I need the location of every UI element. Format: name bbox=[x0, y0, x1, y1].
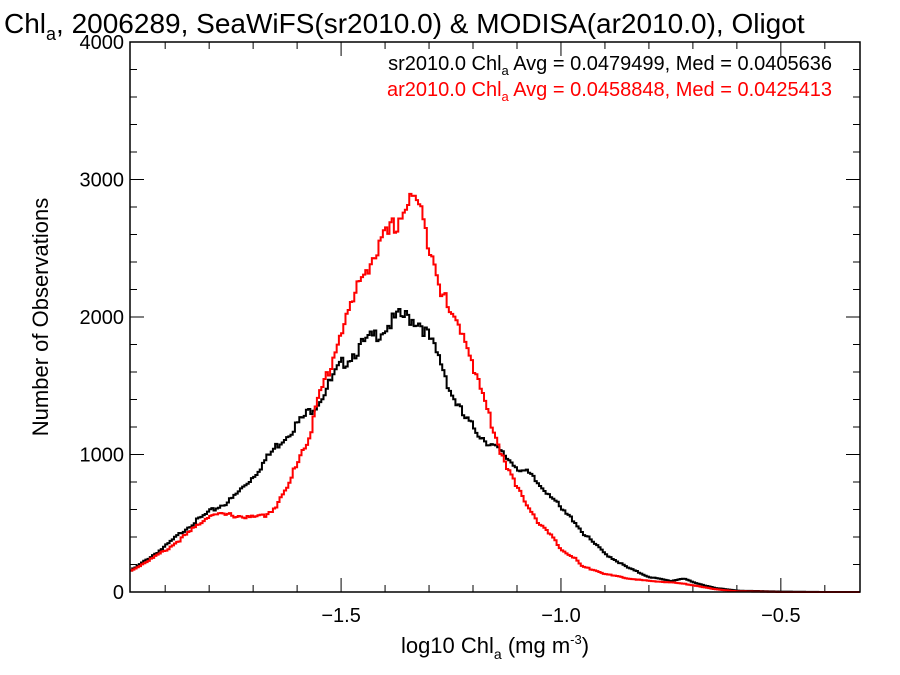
x-tick-label: −0.5 bbox=[761, 605, 800, 627]
y-tick-label: 2000 bbox=[80, 307, 125, 329]
y-tick-label: 3000 bbox=[80, 170, 125, 192]
y-tick-labels: 0 1000 2000 3000 4000 bbox=[80, 32, 125, 604]
series-layer bbox=[130, 192, 860, 593]
x-tick-label: −1.0 bbox=[541, 605, 580, 627]
x-axis-label: log10 Chla (mg m-3) bbox=[401, 632, 589, 662]
axis-ticks bbox=[130, 41, 860, 593]
x-tick-label: −1.5 bbox=[321, 605, 360, 627]
chart-title: Chla, 2006289, SeaWiFS(sr2010.0) & MODIS… bbox=[4, 8, 805, 44]
series-ar2010.0 bbox=[130, 192, 860, 593]
y-tick-label: 1000 bbox=[80, 445, 125, 467]
y-tick-label: 0 bbox=[113, 582, 124, 604]
y-tick-label: 4000 bbox=[80, 32, 125, 54]
x-tick-labels: −1.5 −1.0 −0.5 bbox=[321, 605, 800, 627]
plot-frame bbox=[129, 41, 861, 593]
annotation-ar2010: ar2010.0 Chla Avg = 0.0458848, Med = 0.0… bbox=[387, 79, 832, 104]
annotation-sr2010: sr2010.0 Chla Avg = 0.0479499, Med = 0.0… bbox=[388, 53, 832, 78]
y-axis-label: Number of Observations bbox=[28, 198, 53, 436]
